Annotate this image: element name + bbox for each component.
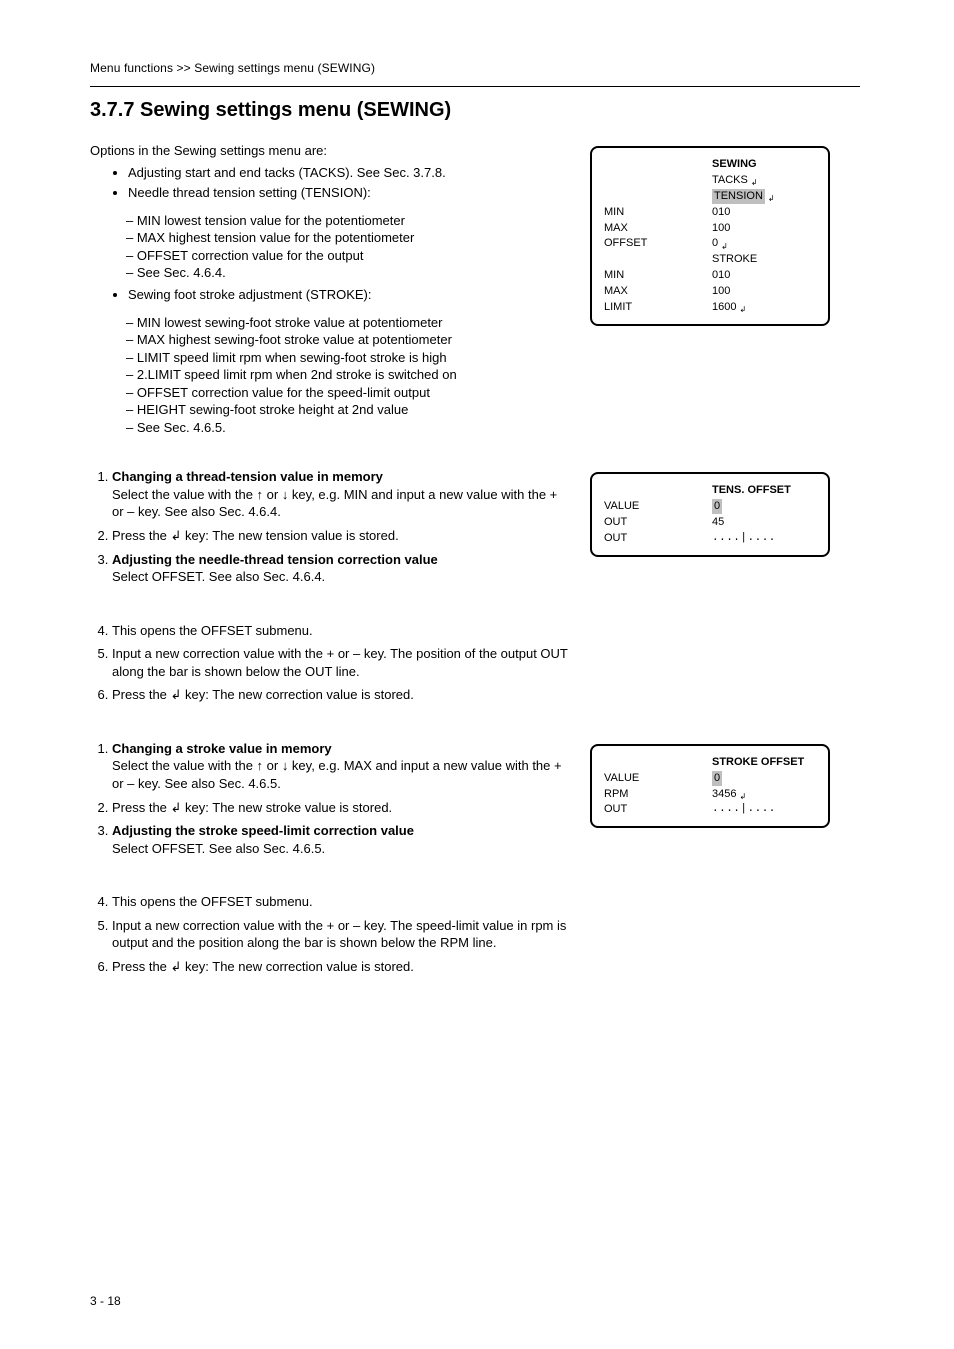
bullet: Sewing foot stroke adjustment (STROKE): bbox=[128, 286, 570, 304]
step-body: Select the value with the ↑ or ↓ key, e.… bbox=[112, 487, 557, 520]
step: Press the ↲ key: The new correction valu… bbox=[112, 958, 570, 976]
step: Changing a stroke value in memory Select… bbox=[112, 740, 570, 793]
block-tension-offset-steps: This opens the OFFSET submenu. Input a n… bbox=[90, 622, 890, 710]
sub-bullet: 2.LIMIT speed limit rpm when 2nd stroke … bbox=[126, 366, 570, 384]
sub-bullet: OFFSET correction value for the speed-li… bbox=[126, 384, 570, 402]
sub-bullet: HEIGHT sewing-foot stroke height at 2nd … bbox=[126, 401, 570, 419]
step: Input a new correction value with the + … bbox=[112, 645, 570, 680]
step-title: Changing a thread-tension value in memor… bbox=[112, 469, 383, 484]
sub-bullet: MAX highest tension value for the potent… bbox=[126, 229, 570, 247]
sub-bullet: See Sec. 4.6.5. bbox=[126, 419, 570, 437]
bullet: Needle thread tension setting (TENSION): bbox=[128, 184, 570, 202]
intro-text: Options in the Sewing settings menu are: bbox=[90, 142, 570, 160]
step: Adjusting the stroke speed-limit correct… bbox=[112, 822, 570, 857]
footer-left: 3 - 18 bbox=[90, 1293, 121, 1309]
step: Adjusting the needle-thread tension corr… bbox=[112, 551, 570, 586]
screen-sewing: SEWINGTACKSTENSIONMIN010MAX100OFFSET0STR… bbox=[590, 146, 830, 325]
block-intro: Options in the Sewing settings menu are:… bbox=[90, 142, 890, 438]
step: Changing a thread-tension value in memor… bbox=[112, 468, 570, 521]
sub-bullet: MAX highest sewing-foot stroke value at … bbox=[126, 331, 570, 349]
step: Input a new correction value with the + … bbox=[112, 917, 570, 952]
sub-bullet: LIMIT speed limit rpm when sewing-foot s… bbox=[126, 349, 570, 367]
step-body: Select OFFSET. See also Sec. 4.6.4. bbox=[112, 569, 325, 584]
step: Press the ↲ key: The new stroke value is… bbox=[112, 799, 570, 817]
screen-stroke-offset: STROKE OFFSETVALUE0RPM3456OUT....|.... bbox=[590, 744, 830, 828]
step: This opens the OFFSET submenu. bbox=[112, 622, 570, 640]
rule-top bbox=[90, 86, 860, 87]
sub-bullet: MIN lowest sewing-foot stroke value at p… bbox=[126, 314, 570, 332]
screen-tens-offset: TENS. OFFSETVALUE0OUT45OUT....|.... bbox=[590, 472, 830, 556]
breadcrumb: Menu functions >> Sewing settings menu (… bbox=[90, 60, 890, 76]
step-title: Changing a stroke value in memory bbox=[112, 741, 332, 756]
block-stroke: Changing a stroke value in memory Select… bbox=[90, 740, 890, 863]
step: This opens the OFFSET submenu. bbox=[112, 893, 570, 911]
block-tension: Changing a thread-tension value in memor… bbox=[90, 468, 890, 591]
step-body: Select OFFSET. See also Sec. 4.6.5. bbox=[112, 841, 325, 856]
sub-bullet: MIN lowest tension value for the potenti… bbox=[126, 212, 570, 230]
step-title: Adjusting the stroke speed-limit correct… bbox=[112, 823, 414, 838]
block-stroke-offset-steps: This opens the OFFSET submenu. Input a n… bbox=[90, 893, 890, 981]
page-footer: 3 - 18 bbox=[0, 1293, 954, 1309]
step-body: Select the value with the ↑ or ↓ key, e.… bbox=[112, 758, 562, 791]
sub-bullet: See Sec. 4.6.4. bbox=[126, 264, 570, 282]
section-heading: 3.7.7 Sewing settings menu (SEWING) bbox=[90, 97, 890, 124]
bullet: Adjusting start and end tacks (TACKS). S… bbox=[128, 164, 570, 182]
step: Press the ↲ key: The new tension value i… bbox=[112, 527, 570, 545]
step: Press the ↲ key: The new correction valu… bbox=[112, 686, 570, 704]
step-title: Adjusting the needle-thread tension corr… bbox=[112, 552, 438, 567]
sub-bullet: OFFSET correction value for the output bbox=[126, 247, 570, 265]
